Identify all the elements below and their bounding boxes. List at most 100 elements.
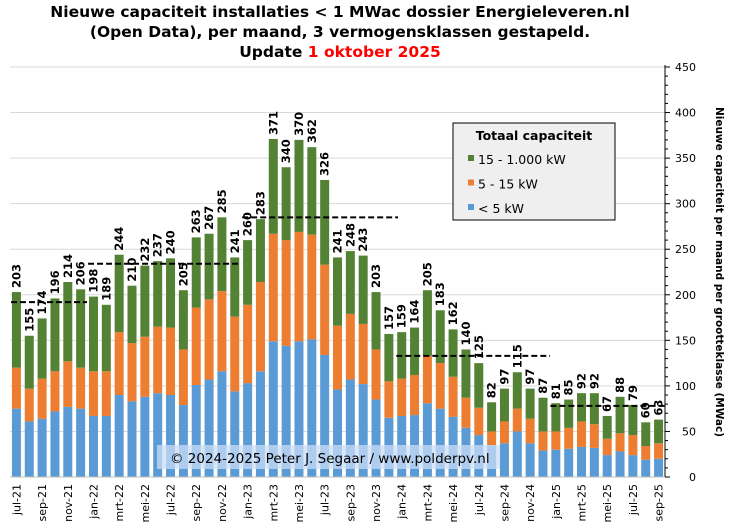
total-label: 214 (61, 254, 75, 278)
bar-segment-small (422, 403, 432, 477)
bar-segment-medium (88, 371, 98, 416)
total-label: 87 (536, 378, 550, 394)
watermark-text: © 2024-2025 Peter J. Segaar / www.polder… (170, 451, 490, 467)
x-tick-label: mrt-25 (576, 484, 589, 522)
bar-segment-large (268, 138, 278, 234)
x-tick-label: mei-22 (139, 484, 152, 523)
y-tick-label: 400 (675, 107, 696, 120)
bar-segment-medium (564, 427, 574, 449)
total-label: 241 (331, 229, 345, 253)
bar-segment-medium (371, 349, 381, 400)
bar-segment-large (178, 290, 188, 350)
x-tick-label: jul-24 (473, 484, 486, 516)
bar-segment-large (76, 289, 86, 368)
total-label: 210 (125, 258, 139, 282)
bar-segment-small (654, 458, 664, 477)
title-line-2: (Open Data), per maand, 3 vermogensklass… (89, 23, 591, 41)
y-tick-label: 100 (675, 380, 696, 393)
bar-segment-medium (320, 264, 330, 355)
y-tick-label: 350 (675, 152, 696, 165)
bar-segment-small (63, 406, 73, 477)
bar-segment-medium (435, 363, 445, 409)
legend-label: 15 - 1.000 kW (478, 152, 566, 167)
bar-segment-large (88, 296, 98, 372)
bar-segment-large (641, 422, 651, 447)
bar-segment-small (114, 395, 124, 477)
total-label: 92 (587, 373, 601, 389)
bar-segment-large (11, 292, 21, 368)
y-tick-label: 200 (675, 289, 696, 302)
bar-segment-small (602, 455, 612, 477)
bar-segment-small (499, 443, 509, 477)
bar-segment-large (153, 261, 163, 327)
y-axis-title: Nieuwe capaciteit per maand per groottek… (713, 107, 725, 437)
legend-swatch (468, 155, 474, 161)
x-tick-label: sep-25 (653, 484, 666, 521)
bar-segment-large (191, 237, 201, 308)
bar-segment-small (191, 384, 201, 477)
bar-segment-large (435, 310, 445, 364)
legend-label: < 5 kW (478, 201, 524, 216)
bar-segment-small (512, 431, 522, 477)
bar-segment-medium (461, 397, 471, 428)
total-label: 88 (613, 377, 627, 393)
bar-segment-medium (358, 323, 368, 385)
y-tick-label: 300 (675, 198, 696, 211)
total-label: 174 (35, 290, 49, 314)
bar-segment-large (461, 349, 471, 398)
total-label: 263 (189, 209, 203, 233)
bar-segment-small (589, 447, 599, 477)
x-tick-label: jan-22 (87, 484, 100, 520)
total-label: 370 (292, 112, 306, 136)
x-tick-label: mei-25 (601, 484, 614, 523)
total-label: 240 (164, 230, 178, 254)
bar-segment-large (615, 396, 625, 434)
bar-segment-medium (204, 299, 214, 380)
total-label: 205 (420, 262, 434, 286)
x-tick-label: jan-25 (550, 484, 563, 520)
bar-segment-medium (166, 327, 176, 395)
bar-segment-medium (410, 374, 420, 416)
bar-segment-small (281, 345, 291, 477)
bar-segment-small (320, 354, 330, 477)
bar-segment-large (564, 399, 574, 428)
bar-segment-medium (397, 378, 407, 416)
bar-segment-medium (499, 421, 509, 444)
bar-segment-small (230, 391, 240, 477)
y-tick-label: 150 (675, 334, 696, 347)
bar-segment-small (525, 443, 535, 477)
bar-segment-large (602, 415, 612, 439)
bar-segment-medium (24, 388, 34, 422)
x-tick-label: jul-21 (10, 484, 23, 516)
bar-segment-small (628, 455, 638, 477)
legend-label: 5 - 15 kW (478, 177, 538, 192)
bar-segment-medium (551, 431, 561, 450)
x-tick-label: mrt-23 (267, 484, 280, 522)
x-tick-label: jan-23 (242, 484, 255, 520)
total-label: 164 (408, 300, 422, 324)
bar-segment-large (525, 388, 535, 419)
chart-title: Nieuwe capaciteit installaties < 1 MWac … (0, 2, 680, 62)
bar-segment-large (371, 292, 381, 350)
bar-segment-small (255, 371, 265, 477)
x-tick-label: nov-21 (62, 484, 75, 522)
x-tick-label: sep-24 (498, 484, 511, 521)
bar-segment-large (63, 282, 73, 362)
bar-segment-medium (76, 367, 86, 409)
bar-segment-medium (281, 240, 291, 346)
total-label: 159 (395, 304, 409, 328)
bar-segment-large (230, 257, 240, 317)
y-tick-label: 450 (675, 61, 696, 74)
bar-segment-small (37, 418, 47, 477)
total-label: 237 (151, 233, 165, 257)
bar-segment-small (88, 415, 98, 477)
bar-segment-medium (422, 355, 432, 404)
total-label: 196 (48, 270, 62, 294)
bar-segment-medium (50, 371, 60, 412)
total-label: 97 (523, 369, 537, 385)
x-tick-label: nov-24 (524, 484, 537, 522)
bar-segment-small (577, 446, 587, 477)
bar-segment-large (384, 333, 394, 382)
title-update-date: 1 oktober 2025 (307, 43, 441, 61)
